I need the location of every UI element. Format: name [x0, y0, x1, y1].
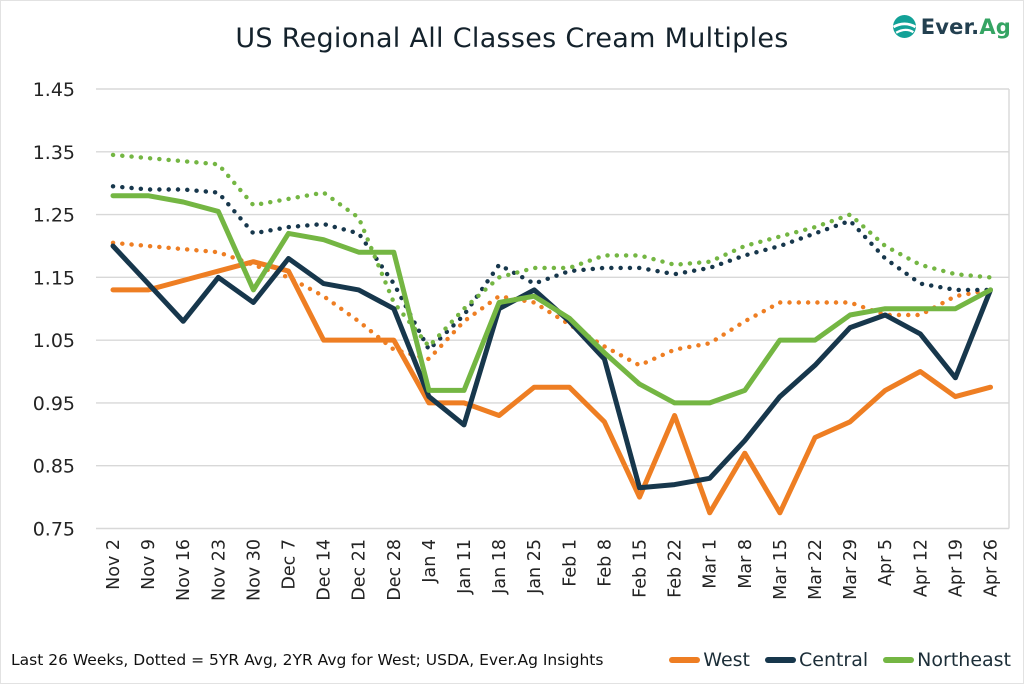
y-axis-tick-label: 1.45: [33, 79, 75, 101]
brand-logo: Ever.Ag: [892, 14, 1011, 39]
x-axis-tick-label: Dec 21: [350, 539, 370, 601]
chart-footer: Last 26 Weeks, Dotted = 5YR Avg, 2YR Avg…: [11, 649, 1011, 671]
x-axis-tick-label: Mar 1: [701, 539, 721, 589]
x-axis-tick-label: Dec 28: [385, 539, 405, 601]
y-axis-tick-label: 0.95: [33, 393, 75, 415]
legend-item-central: Central: [764, 649, 869, 671]
x-axis-tick-label: Mar 15: [771, 539, 791, 600]
y-axis-tick-label: 1.35: [33, 142, 75, 164]
x-axis-tick-label: Nov 9: [139, 539, 159, 590]
x-axis-tick-label: Nov 2: [104, 539, 124, 590]
brand-name-prefix: Ever.: [920, 14, 980, 39]
x-axis-tick-label: Jan 11: [455, 539, 475, 595]
x-axis-tick-label: Feb 22: [666, 539, 686, 598]
series-line-northeast-solid: [110, 193, 993, 406]
x-axis-tick-label: Jan 18: [490, 539, 510, 595]
brand-name: Ever.Ag: [921, 15, 1011, 39]
x-axis-tick-label: Apr 5: [876, 539, 896, 586]
x-axis-tick-label: Nov 16: [174, 539, 194, 601]
chart-legend: West Central Northeast: [669, 649, 1011, 671]
chart-title: US Regional All Classes Cream Multiples: [235, 23, 789, 54]
y-axis-tick-label: 0.85: [33, 456, 75, 478]
footer-note: Last 26 Weeks, Dotted = 5YR Avg, 2YR Avg…: [11, 651, 604, 669]
x-axis-tick-label: Apr 26: [982, 539, 1002, 597]
y-axis-tick-label: 0.75: [33, 519, 75, 541]
series-line-central-solid: [110, 243, 993, 491]
x-axis-tick-label: Feb 8: [595, 539, 615, 587]
legend-label-northeast: Northeast: [917, 649, 1011, 671]
series-line-central-avg-dotted: [110, 184, 993, 352]
x-axis-tick-label: Feb 1: [560, 539, 580, 587]
series-line-west-avg-dotted: [110, 240, 993, 368]
legend-item-northeast: Northeast: [883, 649, 1011, 671]
y-axis-tick-label: 1.25: [33, 205, 75, 227]
legend-swatch-central: [764, 657, 796, 663]
x-axis-tick-label: Mar 22: [806, 539, 826, 600]
legend-swatch-northeast: [883, 657, 915, 663]
x-axis-tick-label: Dec 14: [315, 539, 335, 601]
x-axis-tick-label: Jan 25: [525, 539, 545, 595]
x-axis-tick-label: Dec 7: [280, 539, 300, 590]
x-axis-tick-label: Apr 19: [946, 539, 966, 597]
legend-label-west: West: [703, 649, 750, 671]
x-axis-tick-label: Mar 8: [736, 539, 756, 589]
brand-name-suffix: Ag: [979, 14, 1011, 39]
x-axis-tick-label: Nov 23: [209, 539, 229, 601]
series-line-west-solid: [110, 259, 993, 516]
x-axis-tick-label: Jan 4: [420, 539, 440, 584]
legend-swatch-west: [669, 657, 701, 663]
legend-item-west: West: [669, 649, 750, 671]
legend-label-central: Central: [798, 649, 869, 671]
x-axis-tick-label: Nov 30: [244, 539, 264, 601]
x-axis-tick-label: Mar 29: [841, 539, 861, 600]
x-axis-tick-label: Feb 15: [631, 539, 651, 598]
x-axis-tick-label: Apr 12: [911, 539, 931, 597]
y-axis-tick-label: 1.05: [33, 330, 75, 352]
everag-logo-icon: [892, 14, 917, 39]
y-axis-tick-label: 1.15: [33, 267, 75, 289]
series-line-northeast-avg-dotted: [110, 152, 993, 349]
